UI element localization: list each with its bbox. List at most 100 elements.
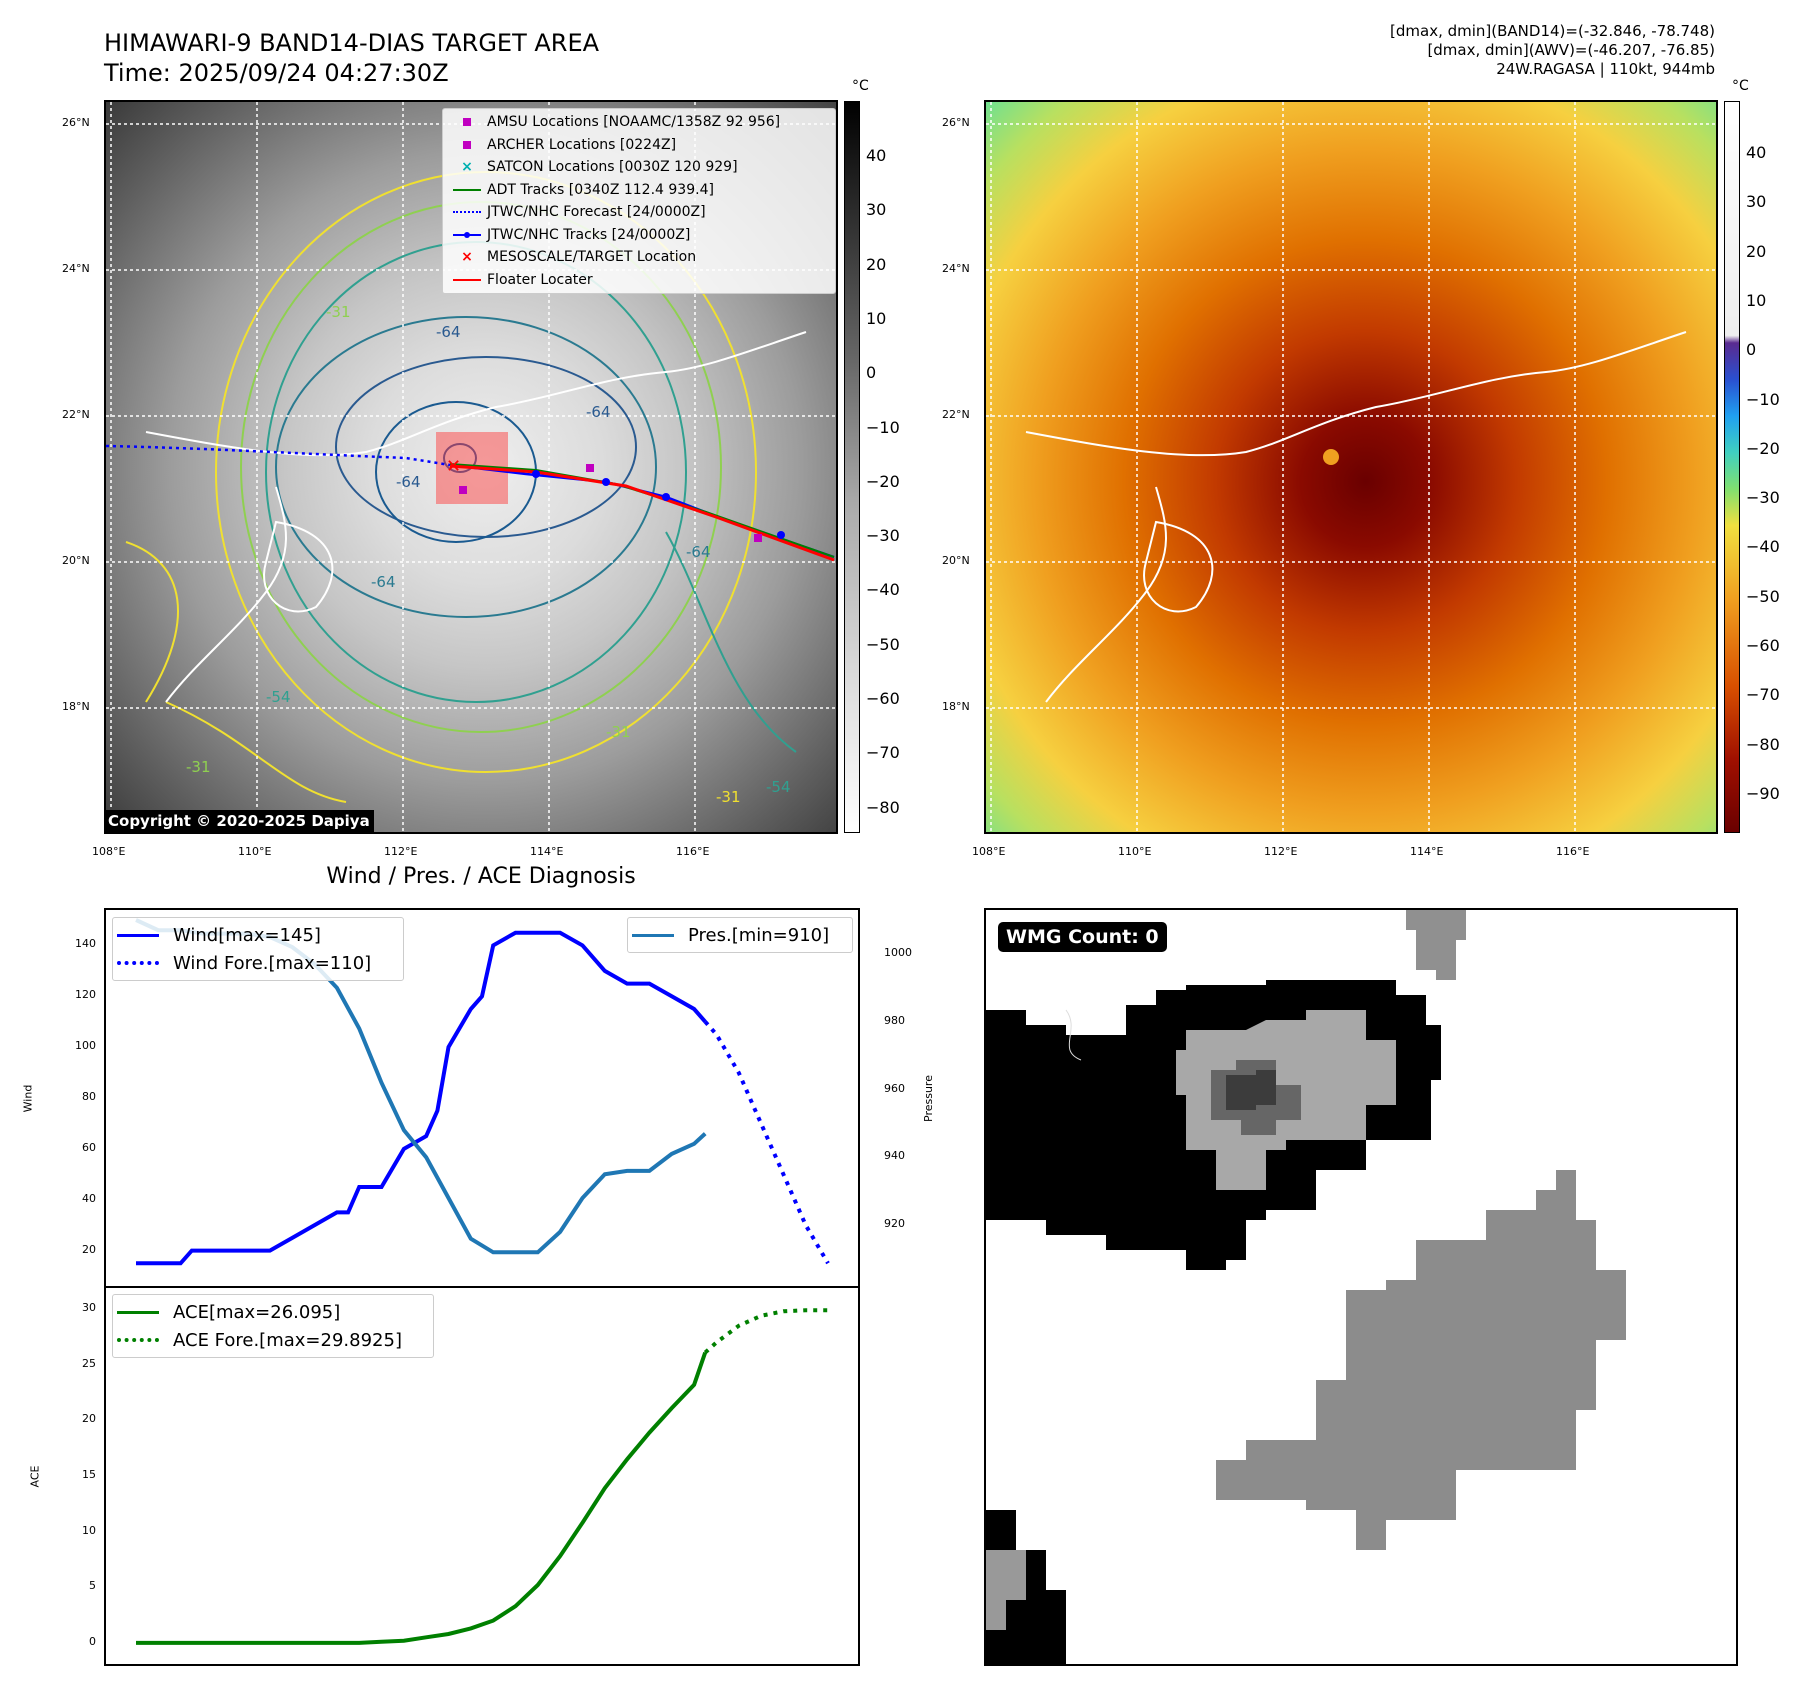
diagnosis-title: Wind / Pres. / ACE Diagnosis bbox=[326, 864, 636, 889]
ace-legend: ACE[max=26.095] ACE Fore.[max=29.8925] bbox=[112, 1294, 434, 1358]
contour-labels: -64 -64 -54 -31 -64 -31 -54 -31 -64 -31 … bbox=[186, 303, 791, 806]
ace-svg bbox=[136, 1308, 828, 1645]
pressure-axis-tick: 1000 bbox=[884, 945, 912, 959]
jtwc-forecast-track bbox=[106, 444, 451, 467]
contour-54-east bbox=[665, 531, 797, 753]
wmg-gray-patch-north bbox=[1406, 910, 1466, 980]
line-icon bbox=[453, 188, 481, 191]
legend-satcon: × SATCON Locations [0030Z 120 929] bbox=[447, 156, 831, 179]
lon-label: 112°E bbox=[384, 845, 418, 858]
svg-text:-31: -31 bbox=[716, 788, 741, 806]
legend-floater: Floater Locater bbox=[447, 269, 831, 292]
pressure-axis-label: Pressure bbox=[921, 1075, 935, 1122]
gray-colorbar-tick: −60 bbox=[866, 689, 900, 708]
pressure-axis-tick: 980 bbox=[884, 1013, 905, 1027]
line-icon bbox=[632, 933, 674, 937]
color-colorbar-tick: −90 bbox=[1746, 783, 1780, 803]
coastline-hainan bbox=[1143, 520, 1214, 613]
lon-label: 108°E bbox=[972, 845, 1006, 858]
gray-colorbar-tick: 30 bbox=[866, 200, 887, 220]
series-wind-fore-line bbox=[703, 1020, 830, 1265]
ace-axis-tick: 15 bbox=[82, 1468, 96, 1481]
color-colorbar-tick: 10 bbox=[1746, 290, 1767, 310]
svg-text:-31: -31 bbox=[326, 303, 351, 321]
lat-label: 26°N bbox=[62, 116, 90, 129]
wmg-svg bbox=[986, 910, 1626, 1664]
pressure-legend: Pres.[min=910] bbox=[627, 917, 853, 953]
amsu-marker-2 bbox=[754, 534, 762, 542]
lon-label: 110°E bbox=[238, 845, 272, 858]
color-colorbar-tick: −70 bbox=[1746, 685, 1780, 705]
lon-label: 114°E bbox=[1410, 845, 1444, 858]
eye-contour bbox=[443, 443, 477, 473]
pressure-axis-tick: 920 bbox=[884, 1217, 905, 1231]
lat-label: 18°N bbox=[62, 700, 90, 713]
lat-label: 22°N bbox=[942, 408, 970, 421]
dotted-line-icon bbox=[453, 211, 481, 214]
color-colorbar-unit: °C bbox=[1732, 78, 1749, 94]
title-line-2: Time: 2025/09/24 04:27:30Z bbox=[104, 59, 449, 87]
wmg-gray-region-south bbox=[1216, 1170, 1626, 1550]
legend-tracks: JTWC/NHC Tracks [24/0000Z] bbox=[447, 224, 831, 247]
gray-colorbar-tick: −80 bbox=[866, 797, 900, 817]
color-colorbar-tick: −50 bbox=[1746, 586, 1780, 606]
amsu-marker bbox=[586, 464, 594, 472]
square-icon bbox=[463, 118, 471, 127]
legend-target: × MESOSCALE/TARGET Location bbox=[447, 246, 831, 269]
svg-text:-64: -64 bbox=[371, 573, 396, 591]
stats-line-1: [dmax, dmin](BAND14)=(-32.846, -78.748) bbox=[1390, 22, 1715, 40]
gray-colorbar-tick: 20 bbox=[866, 254, 887, 274]
svg-text:-64: -64 bbox=[396, 473, 421, 491]
lat-label: 24°N bbox=[62, 262, 90, 275]
lat-label: 26°N bbox=[942, 116, 970, 129]
svg-text:-64: -64 bbox=[586, 403, 611, 421]
color-colorbar-tick: 40 bbox=[1746, 143, 1767, 162]
wmg-coastline bbox=[1065, 1009, 1082, 1061]
coastline-vietnam bbox=[1045, 486, 1167, 703]
stats-block: [dmax, dmin](BAND14)=(-32.846, -78.748) … bbox=[1390, 22, 1715, 79]
series-windline bbox=[136, 930, 707, 1266]
awv-gridlines bbox=[986, 102, 1716, 832]
legend-forecast: JTWC/NHC Forecast [24/0000Z] bbox=[447, 201, 831, 224]
pressure-axis-tick: 940 bbox=[884, 1149, 905, 1163]
archer-marker bbox=[459, 486, 467, 494]
wind-axis-label: Wind bbox=[21, 1084, 35, 1113]
lat-label: 22°N bbox=[62, 408, 90, 421]
color-colorbar-tick: −30 bbox=[1746, 488, 1780, 508]
color-colorbar-tick: −40 bbox=[1746, 537, 1780, 557]
legend-adt: ADT Tracks [0340Z 112.4 939.4] bbox=[447, 179, 831, 202]
gray-colorbar-tick: 0 bbox=[866, 363, 877, 383]
contour-31-west bbox=[125, 541, 347, 803]
ace-axis-tick: 10 bbox=[82, 1523, 96, 1537]
color-colorbar bbox=[1724, 101, 1740, 833]
pressure-axis-tick: 960 bbox=[884, 1081, 905, 1095]
wmg-gray-region-sw bbox=[986, 1550, 1026, 1630]
awv-map-svg bbox=[986, 102, 1716, 832]
copyright-badge: Copyright © 2020-2025 Dapiya bbox=[104, 810, 374, 832]
coastline-hainan bbox=[263, 520, 334, 613]
wind-axis-tick: 20 bbox=[82, 1242, 96, 1256]
color-colorbar-tick: −80 bbox=[1746, 734, 1780, 754]
coastline-vietnam bbox=[165, 486, 287, 703]
wind-axis-tick: 100 bbox=[75, 1039, 96, 1053]
square-icon bbox=[463, 140, 471, 149]
gray-colorbar bbox=[844, 101, 860, 833]
awv-map-panel bbox=[984, 100, 1718, 834]
ace-axis-tick: 0 bbox=[89, 1634, 96, 1648]
series-ace-fore-line bbox=[703, 1308, 828, 1354]
svg-text:-64: -64 bbox=[436, 323, 461, 341]
stats-line-2: [dmax, dmin](AWV)=(-46.207, -76.85) bbox=[1427, 41, 1715, 59]
gray-colorbar-tick: −20 bbox=[866, 471, 900, 491]
wind-axis-tick: 140 bbox=[75, 937, 96, 951]
color-colorbar-tick: 0 bbox=[1746, 340, 1757, 360]
floater-track bbox=[449, 464, 835, 562]
color-colorbar-tick: −20 bbox=[1746, 438, 1780, 458]
line-icon bbox=[117, 1310, 159, 1314]
ace-axis-tick: 5 bbox=[89, 1579, 96, 1593]
svg-text:-31: -31 bbox=[606, 723, 631, 741]
wind-axis-tick: 60 bbox=[82, 1140, 96, 1154]
map-legend: AMSU Locations [NOAAMC/1358Z 92 956] ARC… bbox=[442, 108, 836, 294]
lon-label: 116°E bbox=[1556, 845, 1590, 858]
ace-panel bbox=[104, 1286, 860, 1666]
color-colorbar-tick: −60 bbox=[1746, 636, 1780, 655]
